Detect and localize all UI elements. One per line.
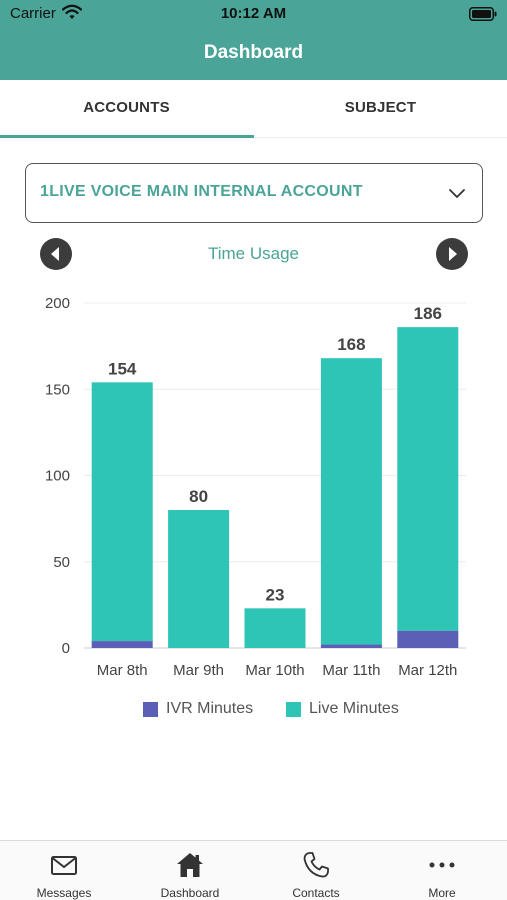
y-tick-label: 150	[45, 381, 70, 398]
bar-total-label: 23	[266, 585, 285, 604]
x-tick-label: Mar 10th	[245, 662, 304, 679]
legend-swatch-ivr	[143, 702, 158, 717]
x-tick-label: Mar 9th	[173, 662, 224, 679]
chevron-down-icon	[448, 184, 466, 207]
chart-title: Time Usage	[207, 244, 299, 263]
carrier-label: Carrier	[10, 5, 56, 22]
bar-live-minutes	[320, 358, 382, 645]
next-period-button[interactable]	[436, 238, 468, 270]
account-dropdown-value: 1LIVE VOICE MAIN INTERNAL ACCOUNT	[40, 183, 363, 200]
bar-total-label: 186	[414, 304, 442, 323]
legend-label-ivr: IVR Minutes	[166, 700, 254, 717]
x-tick-label: Mar 12th	[398, 662, 457, 679]
bar-total-label: 80	[189, 487, 208, 506]
bar-live-minutes	[397, 327, 459, 631]
wifi-icon	[61, 4, 83, 25]
tab-contacts-label: Contacts	[292, 886, 340, 900]
header: Dashboard	[0, 28, 507, 80]
bar-total-label: 154	[108, 359, 137, 378]
more-icon	[429, 862, 455, 868]
bar-live-minutes	[168, 510, 230, 648]
bar-total-label: 168	[337, 335, 365, 354]
tab-accounts[interactable]: ACCOUNTS	[83, 99, 170, 116]
bar-ivr-minutes	[91, 641, 153, 648]
status-bar: Carrier 10:12 AM	[0, 0, 507, 28]
tab-dashboard[interactable]: Dashboard	[127, 841, 253, 900]
bar-live-minutes	[91, 382, 153, 642]
legend-label-live: Live Minutes	[309, 700, 399, 717]
y-tick-label: 50	[53, 554, 70, 571]
time-usage-chart: 0 50 100 150 200 154 Mar 8th 80 Mar 9th 23 Mar 10t…	[45, 295, 466, 679]
home-icon	[177, 853, 203, 877]
phone-icon	[303, 852, 329, 878]
chevron-right-icon	[449, 247, 457, 261]
y-tick-label: 0	[62, 640, 70, 657]
y-tick-label: 100	[45, 468, 70, 485]
tab-messages[interactable]: Messages	[1, 841, 127, 900]
bar-ivr-minutes	[397, 630, 459, 648]
previous-period-button[interactable]	[40, 238, 72, 270]
bottom-tab-bar: Messages Dashboard Contacts More	[0, 840, 507, 900]
tab-messages-label: Messages	[36, 886, 92, 900]
battery-icon	[469, 7, 497, 26]
account-dropdown[interactable]: 1LIVE VOICE MAIN INTERNAL ACCOUNT	[25, 163, 483, 223]
tab-indicator	[0, 135, 254, 138]
tab-more-label: More	[428, 886, 456, 900]
bar-live-minutes	[244, 608, 306, 648]
legend-swatch-live	[286, 702, 301, 717]
bar-ivr-minutes	[320, 644, 382, 648]
x-tick-label: Mar 8th	[97, 662, 148, 679]
tab-dashboard-label: Dashboard	[160, 886, 220, 900]
chevron-left-icon	[51, 247, 59, 261]
x-tick-label: Mar 11th	[322, 662, 380, 679]
page-title: Dashboard	[203, 42, 304, 63]
tab-subject[interactable]: SUBJECT	[344, 99, 417, 116]
tab-more[interactable]: More	[379, 841, 505, 900]
status-time: 10:12 AM	[220, 5, 287, 22]
y-tick-label: 200	[45, 295, 70, 312]
envelope-icon	[51, 856, 77, 875]
tab-contacts[interactable]: Contacts	[253, 841, 379, 900]
top-tabs: ACCOUNTS SUBJECT	[0, 80, 507, 138]
chart-legend: IVR Minutes Live Minutes	[0, 700, 507, 722]
